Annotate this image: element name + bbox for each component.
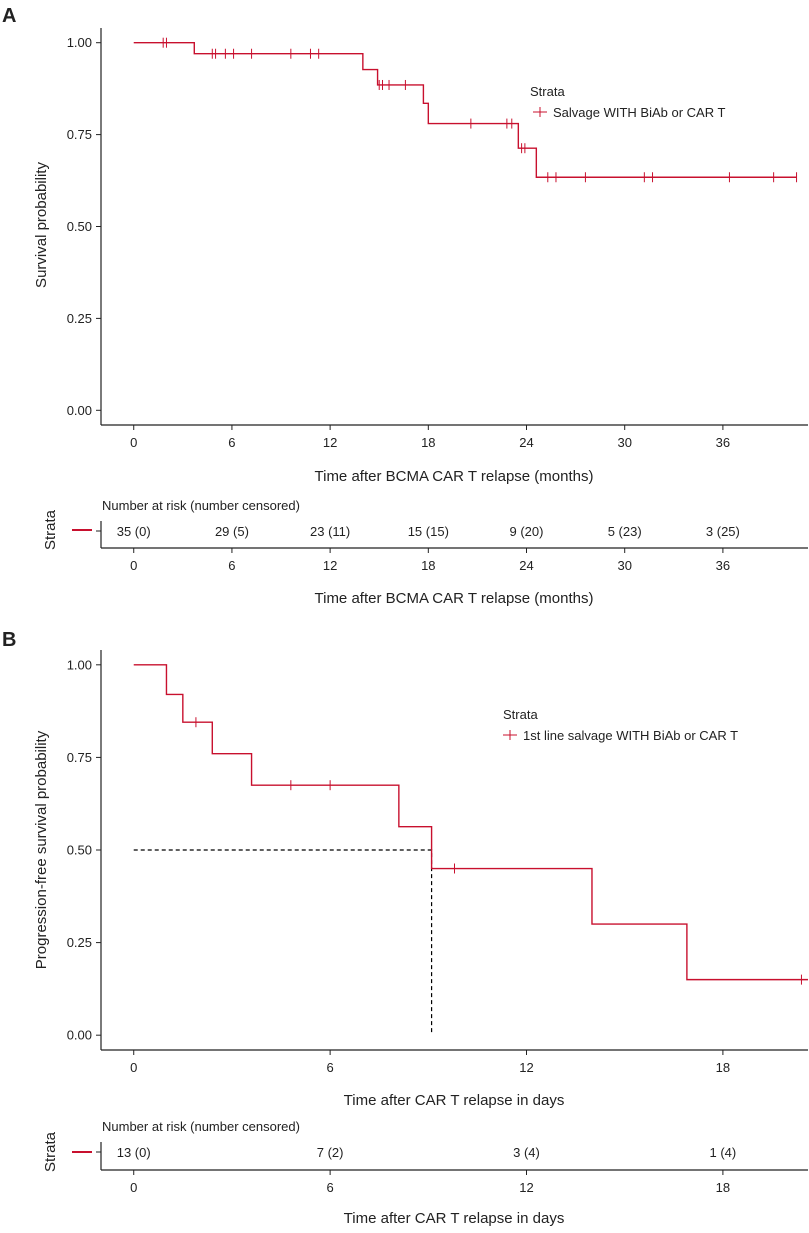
panel-b-y-tick-label: 0.75 [67, 750, 92, 765]
panel-b-pfs-chart: B Progression-free survival probability … [2, 629, 808, 1109]
panel-b-risk-title: Number at risk (number censored) [102, 1119, 300, 1134]
panel-a-y-tick-label: 0.25 [67, 311, 92, 326]
panel-b-x-tick-label: 6 [327, 1060, 334, 1075]
panel-a-x-tick-label: 12 [323, 435, 337, 450]
panel-b-risk-value: 7 (2) [317, 1145, 344, 1160]
panel-a-risk-value: 5 (23) [608, 524, 642, 539]
panel-a-x-tick-label: 18 [421, 435, 435, 450]
panel-b-risk-x-tick-label: 6 [327, 1180, 334, 1195]
panel-a-risk-title: Number at risk (number censored) [102, 498, 300, 513]
panel-a-risk-x-tick-label: 12 [323, 558, 337, 573]
panel-b-risk-table: Number at risk (number censored) Strata … [42, 1119, 808, 1227]
panel-a-risk-x-tick-label: 30 [617, 558, 631, 573]
panel-b-risk-value: 13 (0) [117, 1145, 151, 1160]
panel-a-survival-chart: A Survival probability Time after BCMA C… [2, 5, 808, 485]
panel-b-y-axis-title: Progression-free survival probability [33, 730, 50, 969]
panel-b-risk-x-axis-title: Time after CAR T relapse in days [344, 1210, 565, 1227]
panel-a-risk-value: 29 (5) [215, 524, 249, 539]
panel-a-risk-value: 15 (15) [408, 524, 449, 539]
panel-a-risk-x-tick-label: 6 [228, 558, 235, 573]
panel-b-y-tick-label: 0.25 [67, 935, 92, 950]
panel-a-risk-value: 35 (0) [117, 524, 151, 539]
panel-b-risk-value: 3 (4) [513, 1145, 540, 1160]
panel-a-risk-value: 9 (20) [510, 524, 544, 539]
panel-a-y-tick-label: 0.50 [67, 219, 92, 234]
panel-a-x-tick-label: 24 [519, 435, 533, 450]
panel-b-x-axis-title: Time after CAR T relapse in days [344, 1092, 565, 1109]
panel-a-x-tick-label: 30 [617, 435, 631, 450]
panel-b-risk-x-tick-label: 12 [519, 1180, 533, 1195]
panel-a-risk-x-tick-label: 24 [519, 558, 533, 573]
panel-a-y-axis-title: Survival probability [33, 162, 50, 288]
panel-b-legend-label: 1st line salvage WITH BiAb or CAR T [523, 728, 738, 743]
panel-a-label: A [2, 5, 16, 27]
panel-a-x-axis-title: Time after BCMA CAR T relapse (months) [315, 468, 594, 485]
panel-b-legend-title: Strata [503, 707, 538, 722]
panel-a-x-tick-label: 36 [716, 435, 730, 450]
panel-a-risk-x-axis-title: Time after BCMA CAR T relapse (months) [315, 590, 594, 607]
panel-b-risk-x-tick-label: 18 [716, 1180, 730, 1195]
panel-a-x-tick-label: 0 [130, 435, 137, 450]
panel-a-risk-x-tick-label: 36 [716, 558, 730, 573]
panel-a-risk-value: 3 (25) [706, 524, 740, 539]
panel-a-risk-table: Number at risk (number censored) Strata … [42, 498, 808, 607]
panel-b-y-tick-label: 0.00 [67, 1028, 92, 1043]
panel-a-y-tick-label: 1.00 [67, 35, 92, 50]
panel-a-risk-value: 23 (11) [310, 524, 350, 539]
panel-a-legend-label: Salvage WITH BiAb or CAR T [553, 105, 725, 120]
panel-a-legend-key [533, 107, 547, 117]
panel-a-x-tick-label: 6 [228, 435, 235, 450]
panel-b-x-tick-label: 12 [519, 1060, 533, 1075]
panel-a-y-tick-label: 0.75 [67, 127, 92, 142]
panel-b-risk-x-tick-label: 0 [130, 1180, 137, 1195]
panel-b-label: B [2, 629, 16, 651]
panel-b-y-tick-label: 0.50 [67, 843, 92, 858]
panel-a-y-tick-label: 0.00 [67, 403, 92, 418]
panel-b-risk-strata-label: Strata [42, 1131, 59, 1172]
panel-b-median-line [133, 849, 433, 1036]
panel-a-risk-strata-label: Strata [42, 509, 59, 550]
panel-b-legend-key [503, 730, 517, 740]
panel-b-survival-curve [133, 664, 808, 981]
panel-a-survival-curve [133, 42, 797, 178]
panel-b-x-tick-label: 18 [716, 1060, 730, 1075]
panel-b-x-tick-label: 0 [130, 1060, 137, 1075]
panel-b-y-tick-label: 1.00 [67, 657, 92, 672]
panel-a-risk-x-tick-label: 18 [421, 558, 435, 573]
panel-a-risk-x-tick-label: 0 [130, 558, 137, 573]
panel-b-risk-value: 1 (4) [710, 1145, 737, 1160]
panel-a-legend-title: Strata [530, 84, 565, 99]
